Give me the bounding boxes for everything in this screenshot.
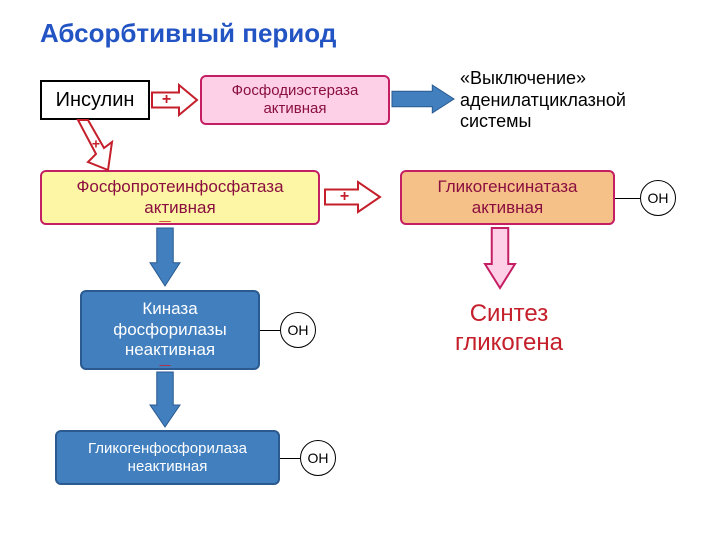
- text-synth-line0: Синтез: [455, 300, 563, 329]
- text-adenyl-line0: «Выключение»: [460, 68, 626, 90]
- text-adenyl-line1: аденилатциклазной: [460, 90, 626, 112]
- oh-connector-oh1: [615, 198, 640, 199]
- arrow-a4-label: +: [340, 188, 349, 205]
- arrow-a3: +: [72, 120, 112, 170]
- arrow-a7-label: _: [158, 346, 171, 368]
- arrow-a1: +: [152, 85, 197, 115]
- arrow-a2: [392, 85, 454, 113]
- diagram-title: Абсорбтивный период: [40, 18, 336, 49]
- oh-circle-oh1: ОН: [640, 180, 676, 216]
- arrow-a7: _: [150, 372, 180, 427]
- text-synth-line1: гликогена: [455, 329, 563, 358]
- oh-circle-oh2: ОН: [280, 312, 316, 348]
- text-adenyl: «Выключение»аденилатциклазнойсистемы: [460, 68, 626, 133]
- arrow-a5: [485, 228, 515, 288]
- box-insulin: Инсулин: [40, 80, 150, 120]
- text-synth: Синтезгликогена: [455, 300, 563, 358]
- box-gs: Гликогенсинатаза активная: [400, 170, 615, 225]
- oh-connector-oh2: [260, 330, 280, 331]
- box-ppp: Фосфопротеинфосфатаза активная: [40, 170, 320, 225]
- oh-connector-oh3: [280, 458, 300, 459]
- oh-circle-oh3: ОН: [300, 440, 336, 476]
- box-gp: Гликогенфосфорилаза неактивная: [55, 430, 280, 485]
- box-pde: Фосфодиэстераза активная: [200, 75, 390, 125]
- arrow-a3-label: +: [92, 136, 100, 152]
- arrow-a6: _: [150, 228, 180, 286]
- text-adenyl-line2: системы: [460, 111, 626, 133]
- arrow-a4: +: [325, 182, 380, 212]
- arrow-a1-label: +: [162, 91, 171, 108]
- arrow-a6-label: _: [158, 202, 171, 224]
